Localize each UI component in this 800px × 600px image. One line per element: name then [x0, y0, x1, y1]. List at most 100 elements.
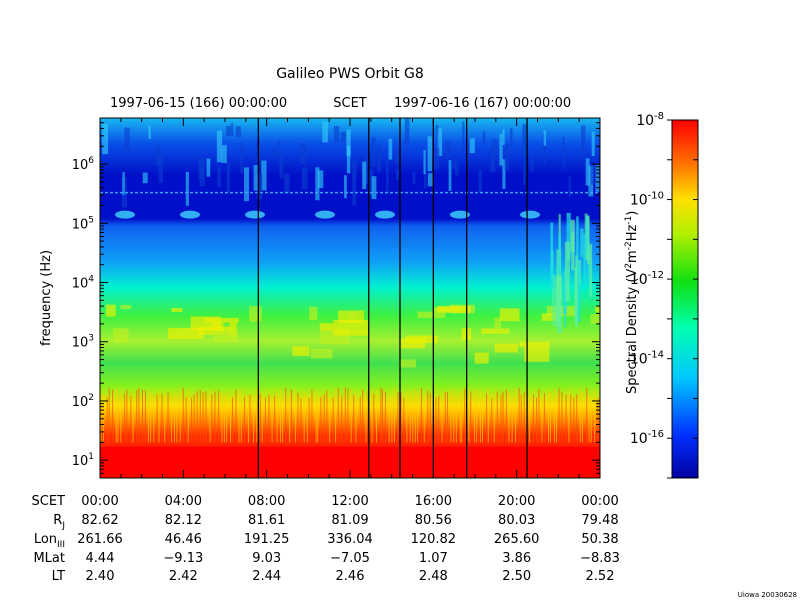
y-tick-label-4-exp: 5: [88, 215, 94, 225]
spectrogram-streak: [585, 158, 590, 186]
spectrogram-streak: [185, 171, 189, 206]
spectrogram-plume: [566, 212, 571, 261]
spectrogram-patch: [595, 306, 600, 313]
spectrogram-streak: [244, 167, 249, 202]
ephemeris-row-label-main: LT: [52, 569, 65, 584]
spectrogram-streak: [124, 127, 130, 151]
y-tick-label-5-base: 10: [72, 158, 89, 173]
spectrogram-streak: [523, 160, 526, 185]
spectrogram-patch: [541, 313, 559, 321]
spectrogram-streak: [568, 176, 571, 197]
spectrogram-patch: [590, 313, 600, 324]
colorbar-tick-label-1-exp: -10: [648, 191, 664, 202]
ephemeris-cell: 2.42: [169, 569, 198, 584]
colorbar-tick-label-0: 10-8: [636, 111, 664, 129]
spectrogram-streak: [240, 143, 244, 174]
ephemeris-table: SCET 00:00 04:00 08:00 12:00 16:00 20:00 00:00 R…: [32, 494, 620, 584]
ephemeris-row-label-sub: J: [61, 521, 65, 531]
colorbar-tick-label-1-base: 10: [630, 193, 648, 209]
spectrogram-streak: [478, 170, 482, 193]
spectrogram-streak: [158, 153, 163, 183]
y-tick-label-3: 104: [72, 275, 95, 292]
spectrogram-streak: [346, 145, 351, 174]
ephemeris-cell: 81.09: [331, 513, 368, 528]
y-tick-label-0: 101: [72, 452, 94, 469]
ephemeris-cell: 20:00: [498, 494, 535, 509]
spectrogram-plume: [550, 250, 554, 290]
ephemeris-cell: 2.48: [419, 569, 448, 584]
y-tick-label-0-exp: 1: [88, 452, 94, 462]
spectrogram-streak: [543, 130, 547, 146]
spectrogram-streak: [462, 121, 465, 153]
ephemeris-cell: 120.82: [411, 532, 457, 547]
ephemeris-cell: 9.03: [252, 551, 281, 566]
ephemeris-row-label-4: LT: [52, 569, 65, 584]
ephemeris-cell: 79.48: [581, 513, 618, 528]
spectrogram-streak: [502, 159, 506, 189]
spectrogram-streak: [522, 124, 527, 158]
spectrogram-streak: [225, 125, 231, 137]
y-tick-label-0-base: 10: [72, 454, 89, 469]
spectrogram-patch: [494, 343, 518, 353]
spectrogram-streak: [142, 172, 148, 184]
spectrogram-streak: [491, 139, 498, 157]
y-tick-label-1: 102: [72, 393, 94, 410]
spectrogram-streak: [562, 136, 565, 169]
spectrogram-streak: [377, 144, 382, 172]
spectrogram-streak: [253, 164, 259, 191]
spectrogram-blob: [520, 210, 540, 219]
ephemeris-cell: 81.61: [248, 513, 285, 528]
colorbar-tick-label-4: 10-16: [630, 429, 664, 447]
colorbar-label-sup3: -1: [624, 216, 634, 225]
spectrogram-streak: [284, 173, 290, 194]
spectrogram-streak: [301, 167, 308, 190]
spectrogram-streak: [230, 123, 234, 137]
spectrogram-streak: [216, 130, 223, 163]
spectrogram-streak: [445, 141, 451, 159]
spectrogram-patch: [120, 305, 132, 310]
ephemeris-row-label-main: R: [53, 513, 62, 528]
spectrogram-streak: [206, 158, 211, 177]
y-tick-label-1-base: 10: [72, 395, 89, 410]
spectrogram-streak: [435, 125, 439, 160]
ephemeris-cell: 46.46: [165, 532, 202, 547]
spectrogram-plume: [589, 243, 593, 297]
spectrogram-blob: [180, 210, 200, 219]
spectrogram-patch: [292, 346, 310, 356]
spectrogram-patch: [437, 305, 471, 313]
spectrogram-streak: [315, 167, 320, 201]
spectrogram-streak: [352, 176, 357, 206]
spectrogram-patch: [598, 309, 600, 316]
spectrogram-streak: [300, 143, 306, 164]
spectrogram-streak: [261, 160, 267, 191]
ephemeris-cell: 1.07: [419, 551, 448, 566]
spectrogram-patch: [519, 341, 550, 348]
spectrogram-streak: [221, 145, 227, 163]
colorbar-tick-label-4-exp: -16: [648, 429, 664, 440]
ephemeris-row-label-main: Lon: [34, 532, 57, 547]
spectrogram-streak: [333, 126, 340, 143]
spectrogram-patch: [105, 304, 116, 317]
spectrogram-streak: [581, 125, 586, 154]
spectrogram-streak: [346, 129, 351, 157]
ephemeris-cell: 2.52: [586, 569, 615, 584]
spectrogram-patch: [171, 307, 183, 313]
ephemeris-cell: 00:00: [581, 494, 618, 509]
ephemeris-cell: 82.62: [81, 513, 118, 528]
spectrogram-blob: [115, 210, 135, 219]
spectrogram-streak: [423, 150, 426, 175]
ephemeris-row-label-main: MLat: [33, 551, 65, 566]
spectrogram-streak: [364, 156, 369, 184]
ephemeris-cell: −7.05: [330, 551, 370, 566]
spectrogram-streak: [448, 160, 452, 191]
ephemeris-cell: 2.46: [336, 569, 365, 584]
spectrogram-streak: [388, 138, 393, 160]
spectrogram-streak: [122, 171, 125, 196]
y-tick-label-5: 106: [72, 156, 95, 173]
spectrogram-streak: [362, 161, 367, 190]
spectrogram-streak: [530, 157, 534, 171]
ephemeris-cell: 3.86: [502, 551, 531, 566]
ephemeris-cell: 2.50: [502, 569, 531, 584]
colorbar-label-main: Spectral Density (V: [625, 269, 640, 394]
spectrogram-streak: [509, 128, 513, 147]
